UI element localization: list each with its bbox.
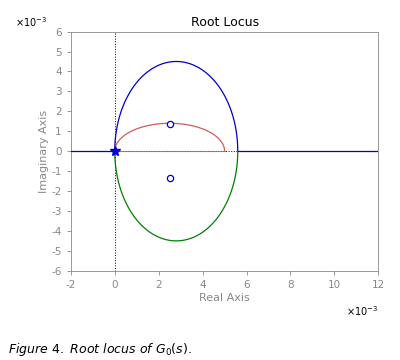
- X-axis label: Real Axis: Real Axis: [199, 293, 250, 303]
- Text: $\it{Figure\ 4.\ Root\ locus\ of\ }$$\it{G}_{0}\it{(s).}$: $\it{Figure\ 4.\ Root\ locus\ of\ }$$\it…: [8, 341, 192, 358]
- Title: Root Locus: Root Locus: [190, 16, 259, 29]
- Text: $\times10^{-3}$: $\times10^{-3}$: [16, 15, 48, 29]
- Y-axis label: Imaginary Axis: Imaginary Axis: [39, 109, 49, 193]
- Text: $\times10^{-3}$: $\times10^{-3}$: [346, 304, 378, 318]
